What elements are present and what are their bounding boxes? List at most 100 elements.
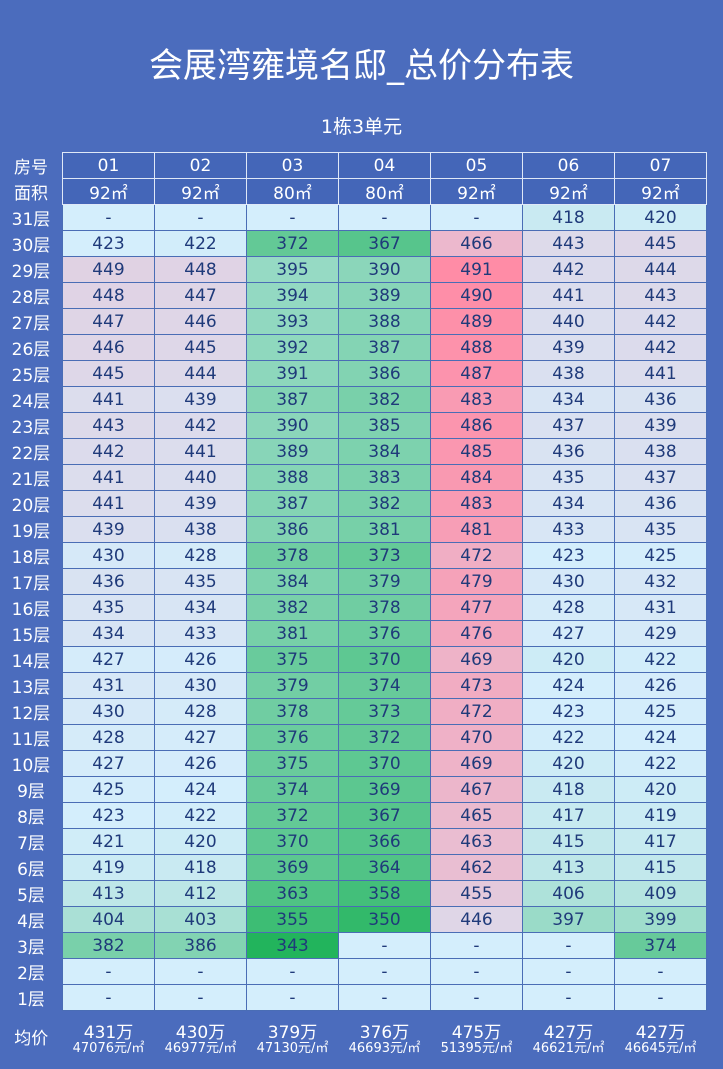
price-cell: 430	[63, 543, 155, 569]
price-cell: 355	[247, 907, 339, 933]
price-cell: 446	[63, 335, 155, 361]
floor-label: 27层	[0, 309, 63, 335]
average-total: 430万	[155, 1024, 247, 1043]
price-cell: 375	[247, 751, 339, 777]
floor-label: 2层	[0, 959, 63, 985]
price-cell: 462	[431, 855, 523, 881]
price-cell: 413	[523, 855, 615, 881]
price-cell: 395	[247, 257, 339, 283]
price-cell: 422	[523, 725, 615, 751]
price-cell: 491	[431, 257, 523, 283]
price-cell: 487	[431, 361, 523, 387]
floor-row: 1层-------	[0, 985, 707, 1011]
price-cell: 436	[63, 569, 155, 595]
price-cell: 486	[431, 413, 523, 439]
row-header-label: 房号	[0, 153, 63, 179]
price-cell: 420	[615, 777, 707, 803]
average-unit-price: 46621元/㎡	[523, 1042, 615, 1056]
price-cell: 442	[615, 335, 707, 361]
price-cell: 426	[155, 647, 247, 673]
price-cell: 422	[615, 647, 707, 673]
price-cell: 436	[523, 439, 615, 465]
floor-label: 19层	[0, 517, 63, 543]
price-cell: 427	[523, 621, 615, 647]
price-cell: 423	[523, 699, 615, 725]
column-header: 05	[431, 153, 523, 179]
floor-label: 26层	[0, 335, 63, 361]
floor-label: 28层	[0, 283, 63, 309]
floor-label: 11层	[0, 725, 63, 751]
price-cell: 382	[339, 491, 431, 517]
price-cell: 438	[615, 439, 707, 465]
price-cell: 431	[63, 673, 155, 699]
price-cell: 444	[615, 257, 707, 283]
price-cell: 381	[247, 621, 339, 647]
column-header: 02	[155, 153, 247, 179]
floor-label: 9层	[0, 777, 63, 803]
price-cell: 433	[523, 517, 615, 543]
price-cell: 432	[615, 569, 707, 595]
price-cell: 364	[339, 855, 431, 881]
price-cell: 445	[63, 361, 155, 387]
price-cell: -	[339, 959, 431, 985]
price-cell: 436	[615, 491, 707, 517]
price-cell: 455	[431, 881, 523, 907]
price-cell: 427	[63, 647, 155, 673]
price-cell: 433	[155, 621, 247, 647]
price-cell: 439	[523, 335, 615, 361]
price-cell: -	[523, 959, 615, 985]
price-cell: 439	[155, 387, 247, 413]
price-cell: 469	[431, 647, 523, 673]
price-cell: 404	[63, 907, 155, 933]
column-header: 01	[63, 153, 155, 179]
price-cell: 384	[339, 439, 431, 465]
price-cell: 403	[155, 907, 247, 933]
price-cell: 392	[247, 335, 339, 361]
price-cell: 481	[431, 517, 523, 543]
price-cell: 446	[431, 907, 523, 933]
average-total: 379万	[247, 1024, 339, 1043]
price-cell: -	[339, 985, 431, 1011]
area-cell: 80㎡	[339, 179, 431, 205]
price-cell: 473	[431, 673, 523, 699]
price-cell: 412	[155, 881, 247, 907]
price-cell: -	[339, 933, 431, 959]
price-cell: 488	[431, 335, 523, 361]
price-cell: 442	[523, 257, 615, 283]
price-cell: 390	[339, 257, 431, 283]
price-cell: 427	[155, 725, 247, 751]
price-cell: 367	[339, 231, 431, 257]
floor-label: 10层	[0, 751, 63, 777]
price-cell: 472	[431, 543, 523, 569]
price-cell: 378	[339, 595, 431, 621]
price-cell: 387	[339, 335, 431, 361]
price-cell: 374	[615, 933, 707, 959]
price-cell: -	[155, 205, 247, 231]
floor-label: 8层	[0, 803, 63, 829]
price-cell: 425	[63, 777, 155, 803]
price-cell: 430	[523, 569, 615, 595]
price-cell: 418	[523, 777, 615, 803]
area-cell: 92㎡	[63, 179, 155, 205]
price-cell: 426	[155, 751, 247, 777]
price-cell: 441	[615, 361, 707, 387]
price-cell: 439	[615, 413, 707, 439]
price-cell: 417	[523, 803, 615, 829]
floor-label: 29层	[0, 257, 63, 283]
price-cell: 447	[155, 283, 247, 309]
building-subtitle: 1栋3单元	[0, 112, 723, 139]
floor-label: 1层	[0, 985, 63, 1011]
price-cell: 388	[339, 309, 431, 335]
